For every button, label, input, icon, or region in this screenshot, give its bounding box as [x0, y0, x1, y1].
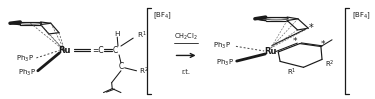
Text: R$^2$: R$^2$ [140, 66, 149, 77]
Text: Ph$_3$P: Ph$_3$P [18, 68, 36, 78]
Text: CH$_2$Cl$_2$: CH$_2$Cl$_2$ [174, 31, 198, 42]
Text: [BF$_4$]: [BF$_4$] [352, 11, 371, 21]
Text: Ru: Ru [265, 48, 277, 56]
Text: *: * [309, 23, 314, 33]
Text: r.t.: r.t. [182, 69, 190, 75]
Text: C: C [112, 46, 118, 55]
Text: Ph$_3$P: Ph$_3$P [213, 41, 231, 51]
Text: Ph$_3$P: Ph$_3$P [216, 58, 234, 68]
Text: Ru: Ru [58, 47, 71, 55]
Text: C: C [118, 62, 124, 71]
Text: Ph$_3$P: Ph$_3$P [16, 53, 33, 64]
Text: =C: =C [92, 46, 104, 55]
Text: R$^2$: R$^2$ [325, 59, 334, 70]
Text: *: * [293, 37, 297, 46]
Text: [BF$_4$]: [BF$_4$] [153, 11, 173, 21]
Text: R$^1$: R$^1$ [287, 67, 296, 78]
Text: *: * [321, 40, 325, 49]
Text: R$^1$: R$^1$ [137, 30, 147, 41]
Text: H: H [114, 31, 120, 37]
